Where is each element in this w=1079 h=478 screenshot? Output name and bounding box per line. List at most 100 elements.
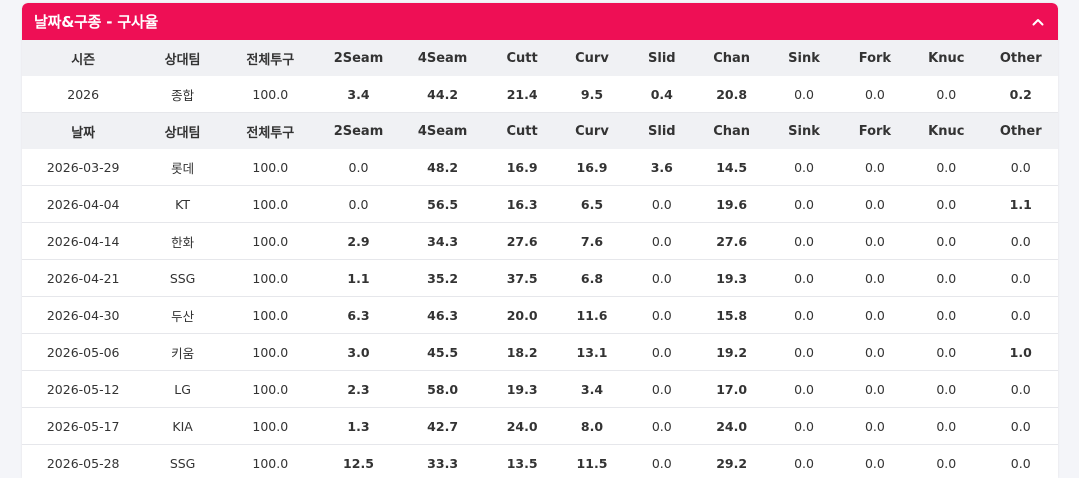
table-cell: 34.3 [397, 223, 488, 260]
table-cell: 0.0 [628, 445, 696, 478]
table-cell: 0.0 [841, 297, 909, 334]
table-cell: 16.9 [556, 149, 627, 186]
table-cell: 6.8 [556, 260, 627, 297]
table-cell: 45.5 [397, 334, 488, 371]
table-cell: 0.0 [628, 334, 696, 371]
table-cell: 1.3 [320, 408, 397, 445]
table-cell: 11.6 [556, 297, 627, 334]
table-cell: 42.7 [397, 408, 488, 445]
table-cell: 1.1 [983, 186, 1058, 223]
table-cell: 1.1 [320, 260, 397, 297]
table-cell: 27.6 [488, 223, 556, 260]
table-cell: 종합 [144, 76, 220, 113]
table-cell: 0.0 [841, 149, 909, 186]
panel-title: 날짜&구종 - 구사율 [34, 11, 158, 32]
table-cell: 키움 [144, 334, 220, 371]
column-header: Fork [841, 113, 909, 150]
table-cell: 0.0 [909, 297, 983, 334]
table-cell: 37.5 [488, 260, 556, 297]
table-cell: 0.0 [767, 186, 840, 223]
table-cell: 0.0 [841, 334, 909, 371]
table-cell: 24.0 [488, 408, 556, 445]
column-header: Curv [556, 113, 627, 150]
column-header: 2Seam [320, 40, 397, 76]
table-cell: 0.0 [841, 223, 909, 260]
table-cell: 두산 [144, 297, 220, 334]
table-cell: 0.0 [909, 371, 983, 408]
table-cell: 15.8 [696, 297, 767, 334]
table-cell: 12.5 [320, 445, 397, 478]
column-header: Sink [767, 40, 840, 76]
table-cell: 0.0 [983, 408, 1058, 445]
table-cell: 0.0 [909, 445, 983, 478]
column-header: Slid [628, 40, 696, 76]
table-cell: 0.0 [628, 260, 696, 297]
column-header: 전체투구 [221, 113, 320, 150]
table-cell: 7.6 [556, 223, 627, 260]
table-cell: 2026-05-28 [22, 445, 144, 478]
table-cell: 17.0 [696, 371, 767, 408]
table-cell: 0.0 [983, 223, 1058, 260]
table-cell: 3.4 [320, 76, 397, 113]
table-cell: 100.0 [221, 76, 320, 113]
column-header: Chan [696, 40, 767, 76]
table-cell: 0.0 [628, 186, 696, 223]
table-cell: 20.8 [696, 76, 767, 113]
table-cell: 6.3 [320, 297, 397, 334]
column-header: Knuc [909, 113, 983, 150]
column-header: 4Seam [397, 40, 488, 76]
table-cell: 0.0 [767, 297, 840, 334]
table-cell: 56.5 [397, 186, 488, 223]
column-header: Sink [767, 113, 840, 150]
panel-header[interactable]: 날짜&구종 - 구사율 [22, 3, 1058, 40]
table-cell: 0.0 [983, 445, 1058, 478]
table-cell: 0.0 [767, 76, 840, 113]
column-header: 날짜 [22, 113, 144, 150]
table-cell: 2026-04-14 [22, 223, 144, 260]
column-header: Other [983, 40, 1058, 76]
column-header: Chan [696, 113, 767, 150]
table-cell: KT [144, 186, 220, 223]
table-cell: 33.3 [397, 445, 488, 478]
table-cell: 0.0 [909, 334, 983, 371]
table-cell: 1.0 [983, 334, 1058, 371]
table-cell: 2026 [22, 76, 144, 113]
column-header: 4Seam [397, 113, 488, 150]
table-cell: 0.0 [909, 149, 983, 186]
table-cell: 2026-04-30 [22, 297, 144, 334]
table-cell: 13.5 [488, 445, 556, 478]
table-cell: 0.0 [841, 371, 909, 408]
table-cell: 2026-05-06 [22, 334, 144, 371]
table-cell: 19.3 [696, 260, 767, 297]
table-cell: 0.2 [983, 76, 1058, 113]
chevron-up-icon[interactable] [1028, 12, 1048, 32]
table-cell: 0.0 [767, 260, 840, 297]
table-cell: SSG [144, 260, 220, 297]
table-cell: 0.0 [983, 260, 1058, 297]
table-cell: 29.2 [696, 445, 767, 478]
table-cell: 6.5 [556, 186, 627, 223]
table-cell: 0.0 [320, 149, 397, 186]
table-cell: 0.0 [628, 223, 696, 260]
table-cell: 11.5 [556, 445, 627, 478]
column-header: Curv [556, 40, 627, 76]
table-cell: 0.0 [983, 149, 1058, 186]
table-cell: 3.6 [628, 149, 696, 186]
table-cell: 19.3 [488, 371, 556, 408]
table-cell: 0.0 [841, 445, 909, 478]
table-cell: 0.0 [909, 408, 983, 445]
table-cell: 0.0 [909, 186, 983, 223]
table-cell: 100.0 [221, 371, 320, 408]
table-cell: 0.0 [628, 297, 696, 334]
table-cell: KIA [144, 408, 220, 445]
table-cell: 0.0 [628, 371, 696, 408]
column-header: Cutt [488, 40, 556, 76]
table-cell: LG [144, 371, 220, 408]
table-cell: 44.2 [397, 76, 488, 113]
table-cell: 16.3 [488, 186, 556, 223]
